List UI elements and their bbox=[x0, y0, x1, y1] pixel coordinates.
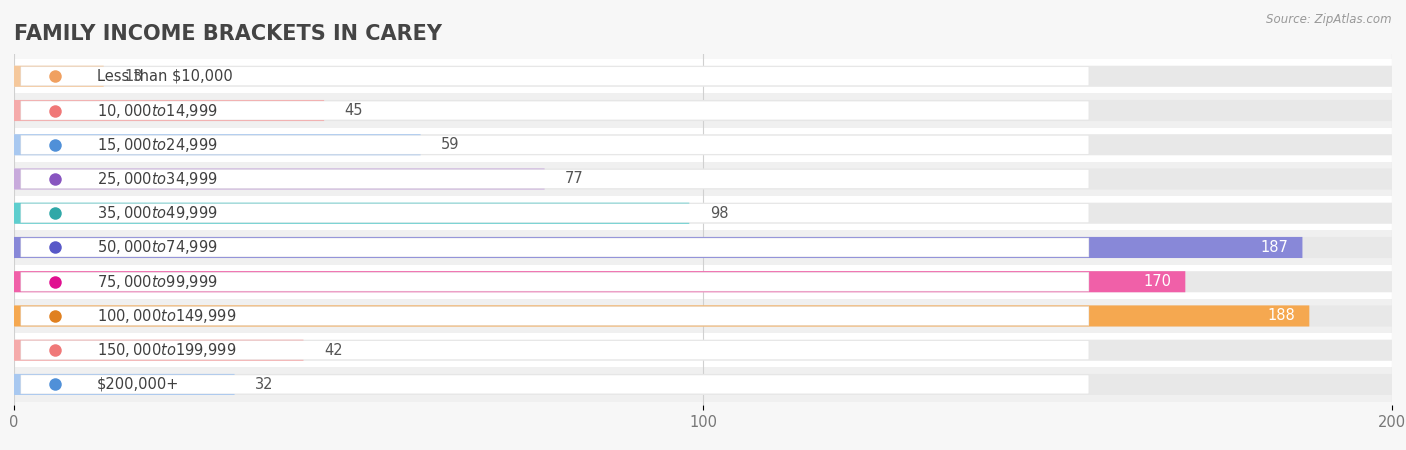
Text: Source: ZipAtlas.com: Source: ZipAtlas.com bbox=[1267, 14, 1392, 27]
Text: 187: 187 bbox=[1261, 240, 1289, 255]
FancyBboxPatch shape bbox=[14, 271, 1185, 292]
FancyBboxPatch shape bbox=[14, 340, 304, 361]
Text: $35,000 to $49,999: $35,000 to $49,999 bbox=[97, 204, 218, 222]
FancyBboxPatch shape bbox=[14, 134, 420, 155]
FancyBboxPatch shape bbox=[21, 341, 1088, 360]
FancyBboxPatch shape bbox=[14, 374, 235, 395]
FancyBboxPatch shape bbox=[14, 168, 544, 189]
Text: $200,000+: $200,000+ bbox=[97, 377, 179, 392]
Text: 42: 42 bbox=[325, 343, 343, 358]
Bar bbox=[14, 230, 1392, 265]
Text: 98: 98 bbox=[710, 206, 728, 221]
FancyBboxPatch shape bbox=[14, 237, 1392, 258]
FancyBboxPatch shape bbox=[21, 135, 1088, 154]
Text: $50,000 to $74,999: $50,000 to $74,999 bbox=[97, 238, 218, 256]
FancyBboxPatch shape bbox=[21, 170, 1088, 189]
Bar bbox=[14, 94, 1392, 128]
FancyBboxPatch shape bbox=[14, 374, 1392, 395]
FancyBboxPatch shape bbox=[14, 100, 1392, 121]
FancyBboxPatch shape bbox=[14, 237, 1302, 258]
FancyBboxPatch shape bbox=[21, 306, 1088, 325]
Text: $10,000 to $14,999: $10,000 to $14,999 bbox=[97, 102, 218, 120]
FancyBboxPatch shape bbox=[14, 202, 1392, 224]
FancyBboxPatch shape bbox=[14, 66, 104, 87]
Text: $15,000 to $24,999: $15,000 to $24,999 bbox=[97, 136, 218, 154]
FancyBboxPatch shape bbox=[21, 375, 1088, 394]
Bar bbox=[14, 299, 1392, 333]
Bar bbox=[14, 128, 1392, 162]
Text: 13: 13 bbox=[124, 69, 142, 84]
Text: 59: 59 bbox=[441, 137, 460, 152]
Bar bbox=[14, 367, 1392, 401]
Bar bbox=[14, 59, 1392, 94]
FancyBboxPatch shape bbox=[14, 66, 1392, 87]
FancyBboxPatch shape bbox=[14, 340, 1392, 361]
FancyBboxPatch shape bbox=[14, 306, 1309, 327]
Text: 32: 32 bbox=[256, 377, 274, 392]
FancyBboxPatch shape bbox=[21, 204, 1088, 223]
FancyBboxPatch shape bbox=[14, 168, 1392, 189]
FancyBboxPatch shape bbox=[21, 238, 1088, 257]
FancyBboxPatch shape bbox=[14, 271, 1392, 292]
Text: $75,000 to $99,999: $75,000 to $99,999 bbox=[97, 273, 218, 291]
Bar bbox=[14, 265, 1392, 299]
Text: 45: 45 bbox=[344, 103, 363, 118]
Text: $25,000 to $34,999: $25,000 to $34,999 bbox=[97, 170, 218, 188]
Text: 188: 188 bbox=[1268, 308, 1295, 324]
Text: Less than $10,000: Less than $10,000 bbox=[97, 69, 232, 84]
Text: FAMILY INCOME BRACKETS IN CAREY: FAMILY INCOME BRACKETS IN CAREY bbox=[14, 24, 441, 44]
FancyBboxPatch shape bbox=[21, 272, 1088, 291]
Bar bbox=[14, 162, 1392, 196]
Text: $100,000 to $149,999: $100,000 to $149,999 bbox=[97, 307, 236, 325]
FancyBboxPatch shape bbox=[14, 100, 325, 121]
Bar bbox=[14, 196, 1392, 230]
Text: 77: 77 bbox=[565, 171, 583, 186]
FancyBboxPatch shape bbox=[21, 67, 1088, 86]
Text: 170: 170 bbox=[1143, 274, 1171, 289]
Text: $150,000 to $199,999: $150,000 to $199,999 bbox=[97, 341, 236, 359]
Bar bbox=[14, 333, 1392, 367]
FancyBboxPatch shape bbox=[14, 134, 1392, 155]
FancyBboxPatch shape bbox=[14, 202, 689, 224]
FancyBboxPatch shape bbox=[21, 101, 1088, 120]
FancyBboxPatch shape bbox=[14, 306, 1392, 327]
